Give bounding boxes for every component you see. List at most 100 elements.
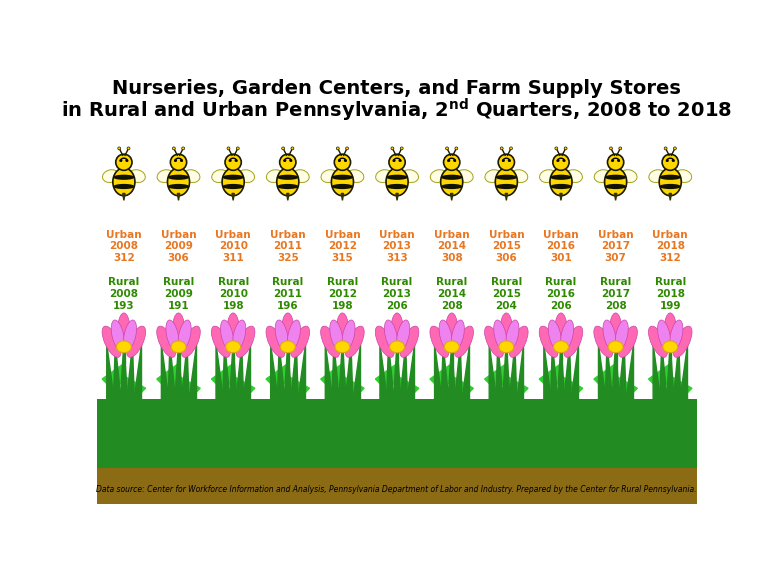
Ellipse shape (116, 341, 132, 353)
Bar (97, 468, 697, 476)
Polygon shape (461, 344, 469, 403)
Ellipse shape (659, 184, 681, 189)
Ellipse shape (168, 184, 190, 189)
Ellipse shape (494, 320, 507, 350)
Circle shape (174, 159, 177, 162)
Polygon shape (406, 344, 414, 403)
Polygon shape (670, 376, 692, 401)
Polygon shape (560, 194, 562, 200)
Ellipse shape (331, 184, 353, 189)
Polygon shape (177, 194, 180, 200)
Polygon shape (653, 344, 661, 403)
Circle shape (125, 159, 128, 162)
Ellipse shape (211, 326, 231, 357)
Polygon shape (229, 344, 237, 403)
Ellipse shape (430, 326, 449, 357)
Polygon shape (550, 344, 558, 403)
Circle shape (609, 147, 612, 150)
Circle shape (455, 147, 457, 150)
Circle shape (229, 159, 231, 162)
Ellipse shape (173, 313, 185, 347)
Circle shape (444, 154, 460, 170)
Ellipse shape (331, 168, 354, 196)
Circle shape (447, 159, 450, 162)
Circle shape (666, 159, 669, 162)
Ellipse shape (236, 326, 255, 357)
Polygon shape (284, 344, 292, 403)
Polygon shape (288, 376, 310, 401)
Text: in Rural and Urban Pennsylvania, 2$^{\mathbf{nd}}$ Quarters, 2008 to 2018: in Rural and Urban Pennsylvania, 2$^{\ma… (61, 97, 732, 125)
Ellipse shape (181, 326, 200, 357)
Ellipse shape (440, 168, 463, 196)
Ellipse shape (603, 320, 616, 350)
Polygon shape (188, 344, 196, 403)
Ellipse shape (553, 341, 568, 353)
Polygon shape (399, 344, 408, 403)
Ellipse shape (563, 326, 583, 357)
Ellipse shape (222, 175, 244, 180)
Text: Rural
2015
204: Rural 2015 204 (491, 277, 522, 311)
Circle shape (453, 159, 456, 162)
Ellipse shape (321, 170, 337, 182)
Ellipse shape (277, 175, 299, 180)
Text: Urban
2014
308: Urban 2014 308 (434, 230, 470, 263)
Polygon shape (113, 344, 122, 403)
Polygon shape (450, 194, 453, 200)
Polygon shape (397, 376, 419, 401)
Ellipse shape (386, 175, 408, 180)
Ellipse shape (663, 341, 678, 353)
Ellipse shape (509, 326, 528, 357)
Ellipse shape (604, 175, 626, 180)
Ellipse shape (375, 326, 394, 357)
Polygon shape (380, 344, 388, 403)
Polygon shape (123, 194, 125, 200)
Circle shape (617, 159, 620, 162)
Polygon shape (434, 344, 443, 403)
Ellipse shape (608, 341, 623, 353)
Bar (97, 476, 697, 504)
Text: Data source: Center for Workforce Information and Analysis, Pennsylvania Departm: Data source: Center for Workforce Inform… (97, 486, 697, 494)
Polygon shape (441, 344, 449, 403)
Polygon shape (133, 344, 141, 403)
Polygon shape (338, 344, 347, 403)
Polygon shape (570, 344, 578, 403)
Polygon shape (544, 344, 552, 403)
Polygon shape (659, 344, 668, 403)
Ellipse shape (430, 170, 447, 182)
Ellipse shape (226, 341, 241, 353)
Circle shape (170, 154, 187, 170)
Circle shape (283, 159, 286, 162)
Ellipse shape (167, 168, 190, 196)
Ellipse shape (166, 320, 179, 350)
Text: Urban
2018
312: Urban 2018 312 (652, 230, 688, 263)
Polygon shape (175, 344, 183, 403)
Circle shape (182, 147, 185, 150)
Ellipse shape (391, 313, 403, 347)
Polygon shape (286, 194, 289, 200)
Circle shape (235, 159, 238, 162)
Polygon shape (325, 344, 333, 403)
Circle shape (446, 147, 448, 150)
Ellipse shape (550, 168, 572, 196)
Polygon shape (236, 344, 244, 403)
Ellipse shape (498, 341, 514, 353)
Polygon shape (605, 344, 613, 403)
Circle shape (618, 147, 622, 150)
Ellipse shape (441, 184, 463, 189)
Ellipse shape (444, 341, 459, 353)
Ellipse shape (457, 170, 473, 182)
Circle shape (392, 159, 396, 162)
Polygon shape (102, 363, 124, 391)
Polygon shape (297, 344, 305, 403)
Polygon shape (615, 194, 617, 200)
Ellipse shape (539, 326, 558, 357)
Ellipse shape (446, 313, 458, 347)
Ellipse shape (336, 313, 348, 347)
Polygon shape (561, 376, 583, 401)
Circle shape (225, 154, 241, 170)
Ellipse shape (400, 326, 419, 357)
Ellipse shape (277, 184, 299, 189)
Ellipse shape (282, 313, 294, 347)
Ellipse shape (560, 320, 574, 350)
Polygon shape (452, 376, 474, 401)
